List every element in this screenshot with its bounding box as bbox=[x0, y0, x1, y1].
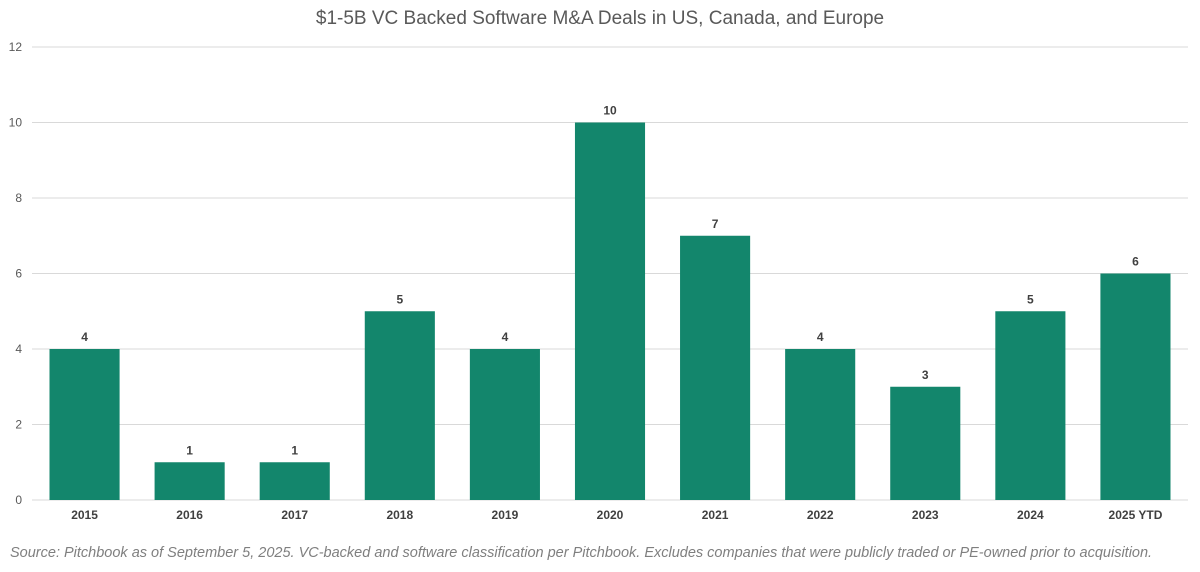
x-tick-label: 2016 bbox=[176, 508, 203, 522]
bar bbox=[1100, 273, 1171, 500]
x-tick-label: 2023 bbox=[912, 508, 939, 522]
data-label: 7 bbox=[712, 217, 719, 231]
bar bbox=[890, 386, 961, 500]
bar bbox=[995, 311, 1066, 500]
data-label: 1 bbox=[186, 443, 193, 457]
data-label: 1 bbox=[291, 443, 298, 457]
x-tick-label: 2015 bbox=[71, 508, 98, 522]
bar bbox=[49, 349, 120, 500]
data-label: 5 bbox=[1027, 292, 1034, 306]
bar bbox=[785, 349, 856, 500]
y-tick-label: 8 bbox=[15, 191, 22, 205]
bar bbox=[154, 462, 225, 500]
bar bbox=[469, 349, 540, 500]
x-tick-label: 2024 bbox=[1017, 508, 1044, 522]
data-label: 3 bbox=[922, 368, 929, 382]
x-tick-label: 2020 bbox=[597, 508, 624, 522]
data-label: 4 bbox=[502, 330, 509, 344]
data-labels: 4 1 1 5 4 10 7 4 3 5 6 bbox=[81, 104, 1139, 458]
bar bbox=[259, 462, 330, 500]
data-label: 5 bbox=[396, 292, 403, 306]
x-tick-label: 2021 bbox=[702, 508, 729, 522]
data-label: 6 bbox=[1132, 255, 1139, 269]
bar bbox=[574, 122, 646, 500]
x-tick-label: 2017 bbox=[281, 508, 308, 522]
data-label: 10 bbox=[603, 104, 617, 118]
y-tick-label: 0 bbox=[15, 493, 22, 507]
y-tick-label: 2 bbox=[15, 418, 22, 432]
data-label: 4 bbox=[81, 330, 88, 344]
data-label: 4 bbox=[817, 330, 824, 344]
x-tick-label: 2022 bbox=[807, 508, 834, 522]
bar bbox=[680, 235, 751, 500]
x-tick-label: 2025 YTD bbox=[1109, 508, 1163, 522]
source-note: Source: Pitchbook as of September 5, 202… bbox=[10, 545, 1153, 561]
x-axis-ticks: 2015 2016 2017 2018 2019 2020 2021 2022 2023 2024… bbox=[71, 508, 1163, 522]
y-tick-label: 4 bbox=[15, 342, 22, 356]
bars bbox=[49, 122, 1171, 500]
x-tick-label: 2018 bbox=[386, 508, 413, 522]
chart-title: $1-5B VC Backed Software M&A Deals in US… bbox=[315, 8, 885, 29]
y-axis-ticks: 0 2 4 6 8 10 12 bbox=[9, 40, 23, 507]
y-tick-label: 6 bbox=[15, 267, 22, 281]
bar bbox=[364, 311, 435, 500]
y-tick-label: 10 bbox=[9, 116, 23, 130]
y-tick-label: 12 bbox=[9, 40, 23, 54]
x-tick-label: 2019 bbox=[492, 508, 519, 522]
